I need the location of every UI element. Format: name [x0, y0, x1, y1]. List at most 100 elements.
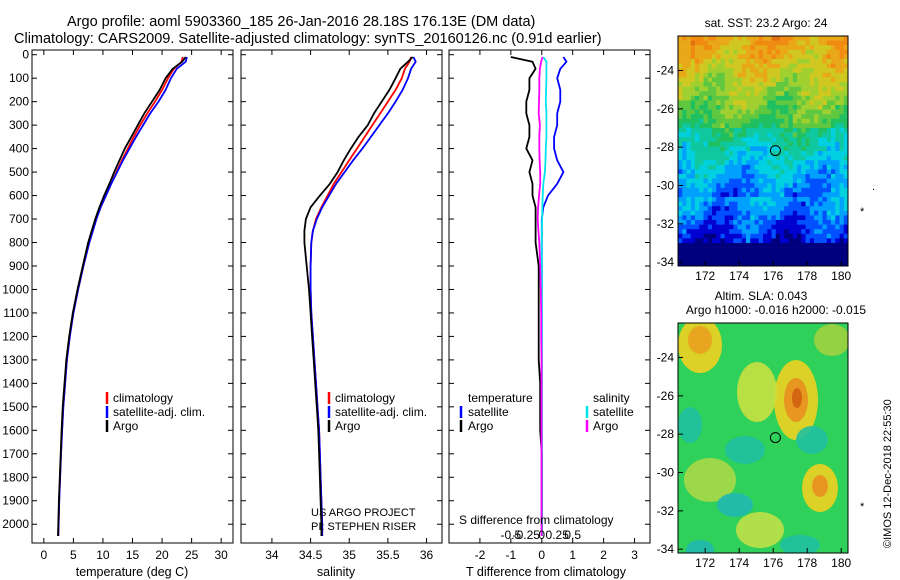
- sst-cell: [809, 68, 815, 74]
- sst-cell: [712, 261, 717, 266]
- salinity-xlabel: salinity: [317, 565, 356, 579]
- sst-cell: [767, 114, 772, 120]
- lon-tick-label: 178: [797, 269, 817, 283]
- sst-cell: [797, 256, 802, 262]
- legend-satellite-label: satellite-adj. clim.: [335, 405, 427, 419]
- sst-cell: [784, 164, 789, 170]
- sst-cell: [699, 123, 704, 129]
- sst-cell: [763, 174, 768, 179]
- sst-cell: [712, 252, 717, 258]
- sst-cell: [737, 137, 743, 143]
- sst-cell: [678, 238, 683, 244]
- sst-cell: [805, 206, 811, 212]
- sst-cell: [686, 137, 692, 143]
- sst-cell: [707, 123, 713, 129]
- sst-cell: [699, 256, 704, 262]
- sst-cell: [754, 72, 760, 78]
- sst-cell: [703, 137, 709, 143]
- sst-cell: [746, 187, 751, 193]
- sst-cell: [724, 174, 730, 179]
- sst-cell: [746, 86, 751, 92]
- sst-cell: [801, 40, 806, 46]
- sst-cell: [754, 132, 760, 138]
- sst-cell: [758, 197, 764, 202]
- sst-cell: [784, 160, 789, 166]
- sst-cell: [720, 183, 726, 189]
- sst-cell: [788, 197, 794, 202]
- sst-cell: [724, 118, 730, 124]
- sst-cell: [682, 146, 687, 152]
- sst-cell: [797, 210, 802, 216]
- sst-cell: [763, 123, 768, 129]
- depth-tick-label: 700: [9, 212, 29, 226]
- sst-cell: [695, 187, 700, 193]
- sst-cell: [792, 95, 798, 101]
- sst-cell: [682, 174, 687, 179]
- sst-cell: [780, 224, 785, 230]
- sst-cell: [792, 137, 798, 143]
- sst-cell: [771, 82, 777, 87]
- sst-cell: [788, 105, 794, 110]
- sst-cell: [835, 105, 840, 110]
- sst-cell: [767, 109, 772, 115]
- sst-cell: [822, 36, 828, 41]
- sst-cell: [797, 105, 802, 110]
- sst-cell: [737, 68, 743, 74]
- sst-cell: [826, 36, 832, 41]
- sst-cell: [716, 36, 721, 41]
- sst-cell: [695, 68, 700, 74]
- sst-cell: [682, 40, 687, 46]
- s-difference-tick-label: 0: [538, 528, 545, 542]
- sst-cell: [822, 197, 828, 202]
- sst-cell: [741, 105, 747, 110]
- sst-cell: [839, 206, 845, 212]
- sst-cell: [801, 183, 806, 189]
- sst-cell: [754, 261, 760, 266]
- sst-cell: [792, 224, 798, 230]
- sst-cell: [831, 132, 836, 138]
- sst-cell: [831, 187, 836, 193]
- sst-cell: [686, 201, 692, 207]
- sst-cell: [763, 206, 768, 212]
- sst-cell: [690, 256, 696, 262]
- sst-cell: [707, 95, 713, 101]
- sst-cell: [767, 118, 772, 124]
- sst-cell: [720, 141, 726, 147]
- sst-cell: [826, 68, 832, 74]
- depth-tick-label: 300: [9, 118, 29, 132]
- sst-cell: [822, 187, 828, 193]
- sst-cell: [775, 45, 781, 51]
- sst-cell: [771, 215, 777, 221]
- sst-cell: [703, 201, 709, 207]
- sst-cell: [750, 169, 755, 175]
- sst-cell: [822, 72, 828, 78]
- sst-cell: [771, 141, 777, 147]
- sst-cell: [788, 256, 794, 262]
- sst-cell: [822, 86, 828, 92]
- sst-cell: [763, 72, 768, 78]
- sst-cell: [695, 151, 700, 156]
- sst-cell: [822, 128, 828, 133]
- sst-cell: [763, 40, 768, 46]
- sst-cell: [831, 54, 836, 60]
- sst-cell: [707, 82, 713, 87]
- sst-cell: [716, 45, 721, 51]
- sst-cell: [826, 77, 832, 83]
- sst-cell: [703, 169, 709, 175]
- series-line-satellite-salinity: [540, 56, 548, 536]
- sst-cell: [826, 141, 832, 147]
- sst-cell: [703, 77, 709, 83]
- sst-cell: [822, 118, 828, 124]
- sst-cell: [754, 123, 760, 129]
- difference-ticks: -2 -1 0 1 2 3: [449, 50, 650, 562]
- sst-cell: [818, 36, 823, 41]
- sst-cell: [822, 132, 828, 138]
- sst-cell: [750, 54, 755, 60]
- sst-cell: [784, 238, 789, 244]
- sst-cell: [724, 137, 730, 143]
- sst-cell: [767, 137, 772, 143]
- sst-cell: [775, 68, 781, 74]
- sst-cell: [805, 109, 811, 115]
- sst-cell: [686, 187, 692, 193]
- sst-cell: [767, 238, 772, 244]
